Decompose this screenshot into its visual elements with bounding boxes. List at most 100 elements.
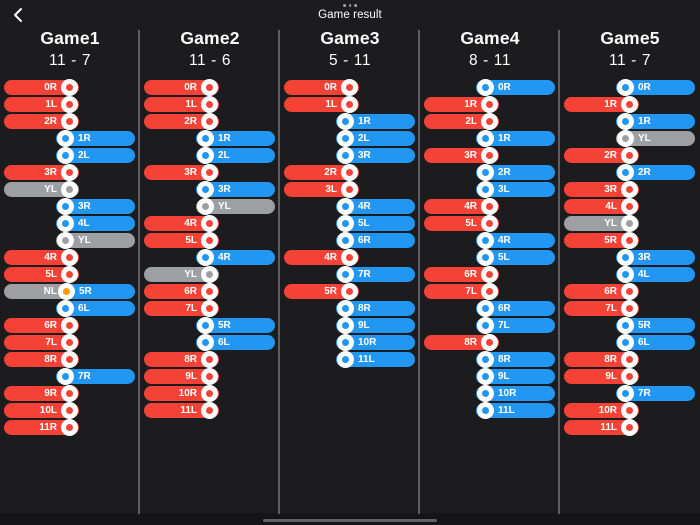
rally-row: YL xyxy=(560,130,700,148)
rally-pill-left: 0R xyxy=(284,80,359,95)
game-score: 8 - 11 xyxy=(468,52,512,69)
serve-dot-center xyxy=(206,373,213,380)
serve-dot-center xyxy=(63,288,70,295)
serve-dot-icon xyxy=(477,164,494,181)
serve-dot-center xyxy=(202,152,209,159)
serve-dot-center xyxy=(482,305,489,312)
rally-row: 1R xyxy=(420,130,560,148)
serve-dot-center xyxy=(66,356,73,363)
rally-pill-right: 9L xyxy=(476,369,555,384)
serve-dot-icon xyxy=(337,351,354,368)
serve-dot-center xyxy=(66,118,73,125)
rally-row: 4R xyxy=(280,249,420,267)
rally-row: 2R xyxy=(280,164,420,182)
serve-dot-center xyxy=(206,101,213,108)
serve-dot-center xyxy=(482,390,489,397)
rally-pill-right: 4L xyxy=(616,267,695,282)
rally-pill-left: YL xyxy=(4,182,79,197)
rally-row: 2R xyxy=(560,164,700,182)
serve-dot-icon xyxy=(617,385,634,402)
game-header: Game3 5 - 11 xyxy=(280,27,420,72)
rally-pill-left: 8R xyxy=(564,352,639,367)
column-divider xyxy=(558,30,560,514)
rally-row: 9L xyxy=(280,317,420,335)
rally-row: 11L xyxy=(420,402,560,420)
rally-row: 10R xyxy=(280,334,420,352)
serve-dot-center xyxy=(482,407,489,414)
rally-row: 0R xyxy=(140,79,280,97)
serve-dot-icon xyxy=(621,300,638,317)
rally-row: 4R xyxy=(420,232,560,250)
rally-row: 5R xyxy=(560,232,700,250)
serve-dot-center xyxy=(622,390,629,397)
serve-dot-icon xyxy=(337,266,354,283)
rally-pill-left: 8R xyxy=(424,335,499,350)
serve-dot-center xyxy=(486,220,493,227)
rally-row: YL xyxy=(140,266,280,284)
game-column-3: Game3 5 - 11 0R 1L 1R 2L 3R 2R 3L 4R 5L 6R 4R 7R 5R 8R 9… xyxy=(280,0,420,525)
serve-dot-icon xyxy=(61,419,78,436)
serve-dot-center xyxy=(66,339,73,346)
serve-dot-center xyxy=(482,322,489,329)
rally-pill-left: 6R xyxy=(424,267,499,282)
rally-row: 3R xyxy=(140,181,280,199)
back-button[interactable] xyxy=(8,6,28,26)
rally-row: 5L xyxy=(0,266,140,284)
game-title: Game2 xyxy=(180,28,240,48)
rally-row: 1R xyxy=(280,113,420,131)
rally-row: 1R xyxy=(560,96,700,114)
multitasking-dots-icon[interactable] xyxy=(343,4,357,7)
serve-dot-icon xyxy=(57,232,74,249)
rally-row: 3L xyxy=(280,181,420,199)
rally-pill-right: YL xyxy=(616,131,695,146)
game-column-2: Game2 11 - 6 0R 1L 2R 1R 2L 3R 3R YL 4R 5L 4R YL 6R 7L 5… xyxy=(140,0,280,525)
serve-dot-center xyxy=(62,135,69,142)
rally-row: 5R xyxy=(140,317,280,335)
rally-pill-left: 8R xyxy=(144,352,219,367)
serve-dot-icon xyxy=(61,402,78,419)
serve-dot-center xyxy=(482,84,489,91)
rally-pill-right: 7R xyxy=(336,267,415,282)
serve-dot-center xyxy=(206,390,213,397)
serve-dot-center xyxy=(346,288,353,295)
serve-dot-icon xyxy=(621,232,638,249)
rally-row: 5R xyxy=(280,283,420,301)
rally-row: 9R xyxy=(0,385,140,403)
rally-row: 9L xyxy=(560,368,700,386)
rally-pill-left: 11R xyxy=(4,420,79,435)
rally-row: 11L xyxy=(280,351,420,369)
serve-dot-center xyxy=(206,407,213,414)
rally-pill-right: 1R xyxy=(336,114,415,129)
rally-pill-left: 0R xyxy=(144,80,219,95)
home-indicator[interactable] xyxy=(263,518,437,522)
rally-row: 10R xyxy=(560,402,700,420)
serve-dot-icon xyxy=(61,79,78,96)
rally-pill-right: 5R xyxy=(62,284,135,299)
serve-dot-icon xyxy=(197,147,214,164)
serve-dot-center xyxy=(346,254,353,261)
serve-dot-center xyxy=(482,356,489,363)
serve-dot-center xyxy=(206,84,213,91)
serve-dot-center xyxy=(206,220,213,227)
serve-dot-icon xyxy=(481,96,498,113)
serve-dot-center xyxy=(482,169,489,176)
serve-dot-icon xyxy=(201,402,218,419)
serve-dot-center xyxy=(626,373,633,380)
game-score: 11 - 7 xyxy=(608,52,652,69)
rally-pill-right: 2R xyxy=(476,165,555,180)
serve-dot-center xyxy=(206,118,213,125)
serve-dot-center xyxy=(626,237,633,244)
serve-dot-icon xyxy=(477,79,494,96)
serve-dot-center xyxy=(202,339,209,346)
serve-dot-icon xyxy=(617,79,634,96)
serve-dot-icon xyxy=(201,385,218,402)
game-score: 11 - 6 xyxy=(188,52,232,69)
rally-row: 9L xyxy=(140,368,280,386)
rally-row: 3R xyxy=(0,164,140,182)
serve-dot-center xyxy=(622,322,629,329)
rally-pill-left: 0R xyxy=(4,80,79,95)
rally-row: 4L xyxy=(560,198,700,216)
rally-row: 2L xyxy=(0,147,140,165)
rally-row: 6R xyxy=(140,283,280,301)
serve-dot-icon xyxy=(481,215,498,232)
